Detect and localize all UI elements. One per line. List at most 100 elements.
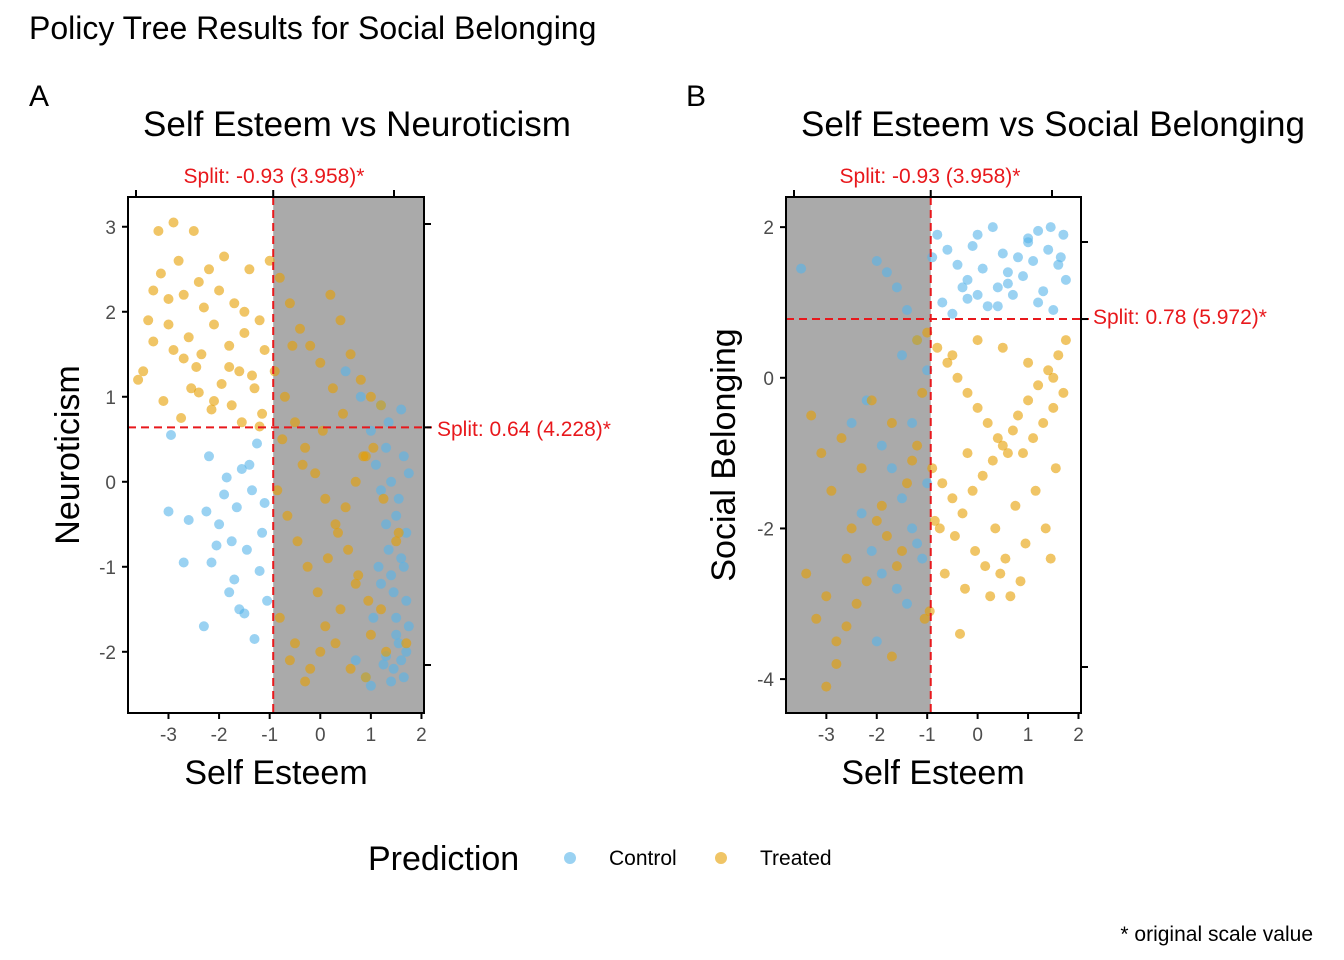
panel-b-point-control (972, 289, 983, 300)
panel-b-point-treated (841, 553, 852, 564)
panel-a-title: Self Esteem vs Neuroticism (143, 105, 571, 144)
panel-a-point-control (163, 506, 174, 517)
panel-b-point-treated (816, 448, 827, 459)
panel-a-point-treated (300, 442, 311, 453)
panel-a-point-control (386, 676, 397, 687)
panel-a-point-control (247, 485, 257, 496)
panel-b-point-treated (831, 636, 842, 647)
panel-a-point-treated (272, 485, 283, 496)
panel-a-point-treated (239, 306, 250, 317)
panel-b-point-treated (886, 651, 897, 662)
panel-a-point-treated (287, 340, 298, 351)
panel-b-point-treated (851, 598, 862, 609)
panel-b-point-treated (934, 523, 945, 534)
panel-a-point-treated (376, 604, 386, 615)
panel-b-point-treated (995, 568, 1006, 579)
panel-a-point-treated (315, 357, 326, 368)
panel-b-x-tick-label: 2 (1073, 725, 1084, 746)
panel-b-point-treated (990, 523, 1001, 534)
panel-a-x-tick-label: 0 (315, 725, 326, 746)
panel-a-point-treated (196, 349, 207, 360)
panel-a-point-control (211, 540, 222, 551)
panel-a-y-tick-label: 2 (105, 303, 116, 324)
panel-a-point-treated (290, 638, 300, 649)
panel-a-point-control (355, 391, 366, 402)
panel-a-point-treated (163, 319, 174, 330)
panel-b-x-tick-label: -3 (818, 725, 835, 746)
panel-b-y-tick-label: -4 (757, 670, 774, 691)
panel-a-point-control (378, 659, 389, 670)
panel-b-point-control (871, 256, 882, 266)
panel-b-point-treated (831, 659, 842, 669)
panel-b-x-tick-label: -1 (919, 725, 936, 746)
panel-a-point-treated (176, 413, 187, 423)
legend-label-control: Control (609, 847, 677, 870)
panel-a-point-control (398, 561, 409, 572)
panel-b-point-treated (891, 561, 902, 572)
panel-b-point-treated (1058, 387, 1069, 398)
panel-a-point-treated (325, 289, 336, 300)
panel-a-point-control (391, 510, 402, 521)
panel-b-point-control (891, 583, 902, 594)
panel-a-point-treated (381, 646, 392, 657)
panel-b-point-treated (927, 463, 938, 474)
legend-swatch-treated (715, 852, 727, 864)
panel-b-frame (785, 196, 1082, 714)
panel-a-point-control (224, 587, 235, 598)
panel-b-point-treated (1050, 463, 1061, 474)
panel-a-point-treated (315, 646, 326, 657)
panel-a-point-treated (360, 672, 371, 683)
panel-a-point-control (373, 561, 384, 572)
panel-a-point-control (376, 578, 386, 589)
panel-b-point-control (932, 229, 943, 240)
panel-a-point-treated (274, 272, 285, 283)
panel-b-point-treated (1010, 500, 1021, 511)
panel-b-point-control (997, 248, 1008, 259)
panel-a-point-control (401, 646, 412, 657)
panel-b: B Self Esteem vs Social Belonging -3 -2 -1… (686, 80, 1305, 792)
panel-b-horizontal-split-label: Split: 0.78 (5.972)* (1093, 306, 1267, 329)
panel-a-point-control (396, 655, 407, 666)
panel-a-point-treated (322, 553, 333, 564)
panel-a-point-treated (277, 434, 288, 445)
panel-a-point-control (259, 498, 270, 508)
panel-a-vertical-split-label: Split: -0.93 (3.958)* (184, 165, 365, 188)
panel-a-point-treated (376, 400, 386, 411)
panel-b-point-treated (952, 372, 963, 383)
panel-a-point-control (201, 506, 212, 517)
panel-b-point-treated (980, 561, 991, 572)
panel-b-x-tick-label: -2 (868, 725, 885, 746)
panel-b-point-treated (955, 628, 965, 639)
panel-a-point-control (370, 459, 381, 470)
panel-b-point-treated (1000, 553, 1011, 564)
panel-b-point-control (922, 365, 933, 376)
panel-a-point-control (386, 476, 397, 487)
panel-a-point-control (396, 404, 407, 415)
panel-b-point-treated (997, 342, 1008, 353)
panel-b-point-treated (972, 335, 983, 346)
panel-b-point-treated (977, 470, 988, 481)
panel-a-point-treated (186, 383, 197, 394)
panel-a-point-treated (345, 663, 356, 674)
panel-a-x-tick-label: 2 (416, 725, 427, 746)
panel-a-point-treated (355, 374, 366, 385)
panel-b-point-control (902, 305, 912, 315)
panel-b-point-treated (886, 418, 897, 428)
panel-b-point-treated (821, 681, 832, 692)
panel-a-point-treated (234, 366, 245, 377)
panel-a-point-control (178, 557, 189, 568)
panel-b-point-treated (924, 606, 935, 617)
panel-a-horizontal-split-label: Split: 0.64 (4.228)* (437, 418, 611, 441)
panel-b-point-control (891, 282, 902, 293)
panel-b-point-treated (932, 342, 943, 353)
panel-b-point-treated (1043, 365, 1054, 376)
panel-b-point-control (846, 418, 857, 428)
panel-b-point-control (897, 493, 907, 504)
panel-a-plot: -3 -2 -1 0 1 2 -2 -1 0 1 2 3 (99, 190, 432, 746)
panel-a-point-treated (340, 502, 351, 513)
panel-a-point-treated (305, 663, 316, 674)
panel-b-point-control (1023, 233, 1034, 244)
panel-b-point-control (942, 244, 953, 255)
panel-a-point-treated (345, 349, 356, 360)
panel-a-point-control (381, 442, 392, 453)
